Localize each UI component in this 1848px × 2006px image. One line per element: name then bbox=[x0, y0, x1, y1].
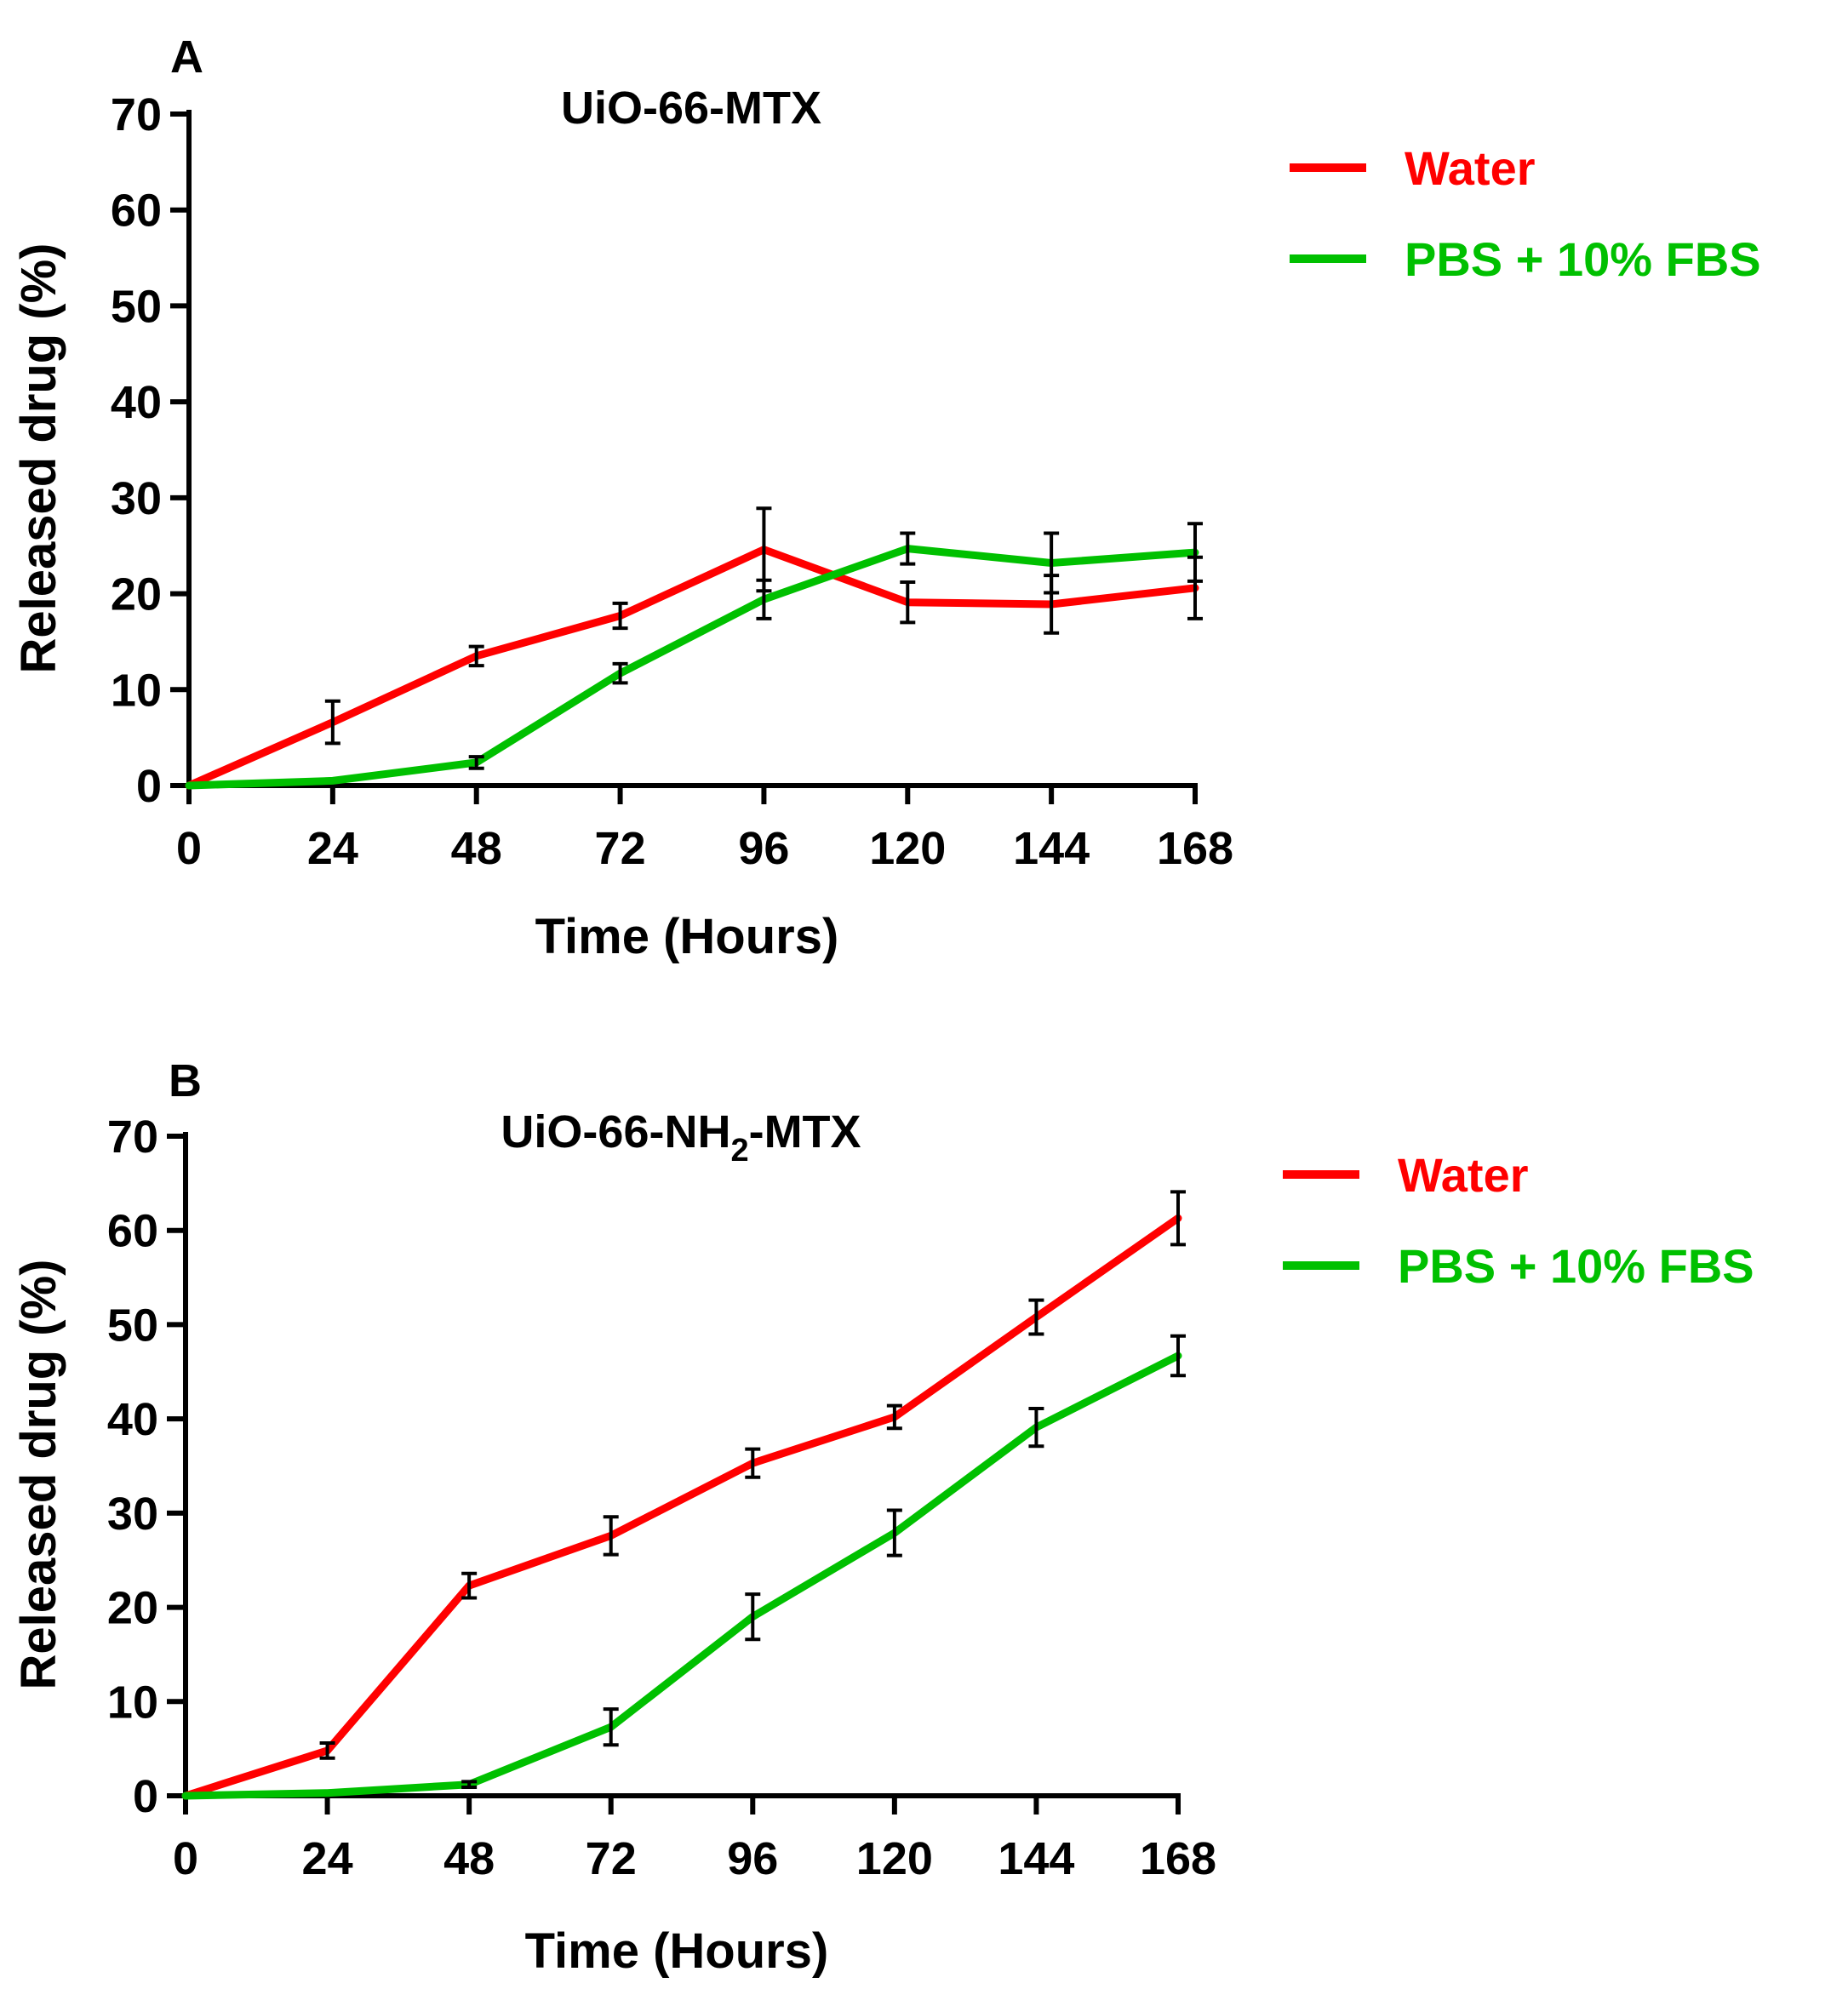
legend-item: PBS + 10% FBS bbox=[1283, 1239, 1754, 1293]
error-bar bbox=[1170, 1334, 1186, 1378]
y-tick-label: 50 bbox=[107, 1300, 158, 1351]
chart-title-subscript: 2 bbox=[730, 1133, 748, 1169]
error-bar bbox=[603, 1707, 619, 1747]
x-tick-label: 0 bbox=[176, 823, 202, 874]
series-line-pbs-fbs bbox=[181, 1352, 1182, 1800]
y-tick-label: 30 bbox=[107, 1489, 158, 1540]
error-bar bbox=[468, 644, 484, 668]
legend-item: Water bbox=[1290, 141, 1536, 195]
x-tick-label: 96 bbox=[738, 823, 789, 874]
panel-label: A bbox=[170, 31, 203, 83]
y-tick-label: 60 bbox=[111, 186, 162, 237]
error-bar bbox=[603, 1515, 619, 1557]
legend-label: Water bbox=[1405, 141, 1536, 195]
y-tick-label: 70 bbox=[107, 1112, 158, 1163]
y-tick-label: 40 bbox=[107, 1394, 158, 1445]
y-axis-title: Released drug (%) bbox=[11, 243, 66, 674]
error-bar bbox=[745, 1447, 761, 1479]
y-tick-label: 70 bbox=[111, 89, 162, 140]
error-bar bbox=[461, 1780, 478, 1790]
x-tick-label: 24 bbox=[307, 823, 358, 874]
x-tick-label: 144 bbox=[1013, 823, 1090, 874]
y-tick-label: 30 bbox=[111, 473, 162, 524]
x-tick-label: 168 bbox=[1140, 1833, 1216, 1884]
y-axis-title: Released drug (%) bbox=[11, 1260, 66, 1690]
error-bar bbox=[756, 578, 772, 620]
y-tick-label: 0 bbox=[133, 1771, 158, 1822]
x-tick-label: 72 bbox=[586, 1833, 637, 1884]
error-bar bbox=[1044, 531, 1060, 595]
error-bar bbox=[886, 1403, 902, 1431]
error-bar bbox=[461, 1571, 478, 1600]
x-tick-label: 96 bbox=[727, 1833, 778, 1884]
y-tick-label: 40 bbox=[111, 377, 162, 428]
chart-title-main: UiO-66-MTX bbox=[561, 83, 821, 134]
chart-title-main: UiO-66-NH bbox=[501, 1106, 730, 1157]
error-bar bbox=[324, 699, 340, 746]
error-bar bbox=[900, 531, 916, 566]
x-axis-title: Time (Hours) bbox=[535, 909, 839, 964]
legend-item: PBS + 10% FBS bbox=[1290, 232, 1761, 286]
x-tick-label: 72 bbox=[595, 823, 646, 874]
error-bar bbox=[612, 601, 628, 631]
x-tick-label: 48 bbox=[443, 1833, 495, 1884]
error-bar bbox=[900, 580, 916, 625]
chart-title-suffix: -MTX bbox=[749, 1106, 861, 1157]
y-tick-label: 20 bbox=[111, 569, 162, 620]
error-bar bbox=[1187, 522, 1203, 583]
chart-title: UiO-66-NH2-MTX bbox=[501, 1106, 861, 1169]
x-axis-title: Time (Hours) bbox=[525, 1923, 829, 1979]
legend-label: Water bbox=[1398, 1148, 1529, 1202]
y-tick-label: 60 bbox=[107, 1206, 158, 1257]
x-tick-label: 168 bbox=[1157, 823, 1233, 874]
panel-label: B bbox=[169, 1055, 202, 1106]
error-bar bbox=[612, 661, 628, 685]
y-tick-label: 0 bbox=[136, 761, 162, 812]
legend-label: PBS + 10% FBS bbox=[1405, 232, 1761, 286]
chart-title: UiO-66-MTX bbox=[561, 83, 821, 134]
x-tick-label: 120 bbox=[856, 1833, 933, 1884]
y-tick-label: 20 bbox=[107, 1583, 158, 1634]
error-bar bbox=[1028, 1298, 1044, 1336]
x-tick-label: 0 bbox=[173, 1833, 198, 1884]
error-bar bbox=[886, 1508, 902, 1557]
x-tick-label: 48 bbox=[451, 823, 502, 874]
y-tick-label: 50 bbox=[111, 281, 162, 332]
series-line-water bbox=[185, 546, 1199, 790]
x-tick-label: 120 bbox=[869, 823, 946, 874]
series-line-pbs-fbs bbox=[185, 545, 1199, 790]
error-bar bbox=[745, 1592, 761, 1642]
legend-item: Water bbox=[1283, 1148, 1529, 1202]
chart-panel-B: B UiO-66-NH2-MTX 0 10 20 30 40 50 60 70 0 24 48 72 96 1… bbox=[11, 1055, 1754, 1979]
y-tick-label: 10 bbox=[107, 1677, 158, 1728]
error-bar bbox=[1170, 1190, 1186, 1247]
error-bar bbox=[468, 755, 484, 770]
error-bar bbox=[1028, 1406, 1044, 1449]
error-bar bbox=[319, 1741, 335, 1760]
y-tick-label: 10 bbox=[111, 665, 162, 716]
x-tick-label: 144 bbox=[998, 1833, 1074, 1884]
series-line-water bbox=[181, 1214, 1182, 1800]
chart-panel-A: A UiO-66-MTX 0 10 20 30 40 50 60 70 0 24 48 72 96 120 14… bbox=[11, 31, 1761, 964]
legend-label: PBS + 10% FBS bbox=[1398, 1239, 1754, 1293]
x-tick-label: 24 bbox=[302, 1833, 353, 1884]
